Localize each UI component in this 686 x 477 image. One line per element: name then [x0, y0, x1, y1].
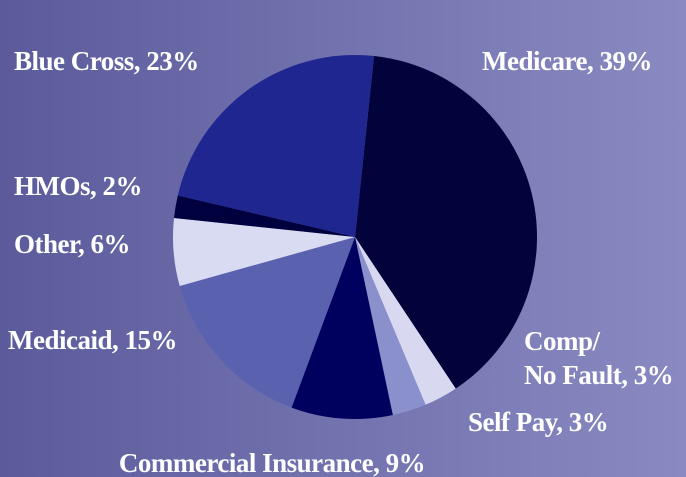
slice-label: Other, 6% [14, 229, 130, 259]
pie-slice [291, 237, 393, 419]
slice-label: Comp/No Fault, 3% [524, 326, 673, 390]
slice-label: HMOs, 2% [14, 171, 142, 201]
slice-label: Self Pay, 3% [468, 407, 608, 437]
pie-slice [355, 237, 426, 416]
pie-slice [355, 55, 538, 389]
slice-label: Commercial Insurance, 9% [119, 448, 425, 477]
pie-slice [173, 195, 355, 237]
pie-slice [172, 217, 355, 286]
pie-slice [177, 55, 375, 238]
slice-label: Medicaid, 15% [8, 325, 177, 355]
pie-slice [179, 237, 355, 408]
slice-label: Medicare, 39% [482, 46, 652, 76]
pie-slice [355, 237, 456, 405]
slice-label: Blue Cross, 23% [14, 46, 199, 76]
